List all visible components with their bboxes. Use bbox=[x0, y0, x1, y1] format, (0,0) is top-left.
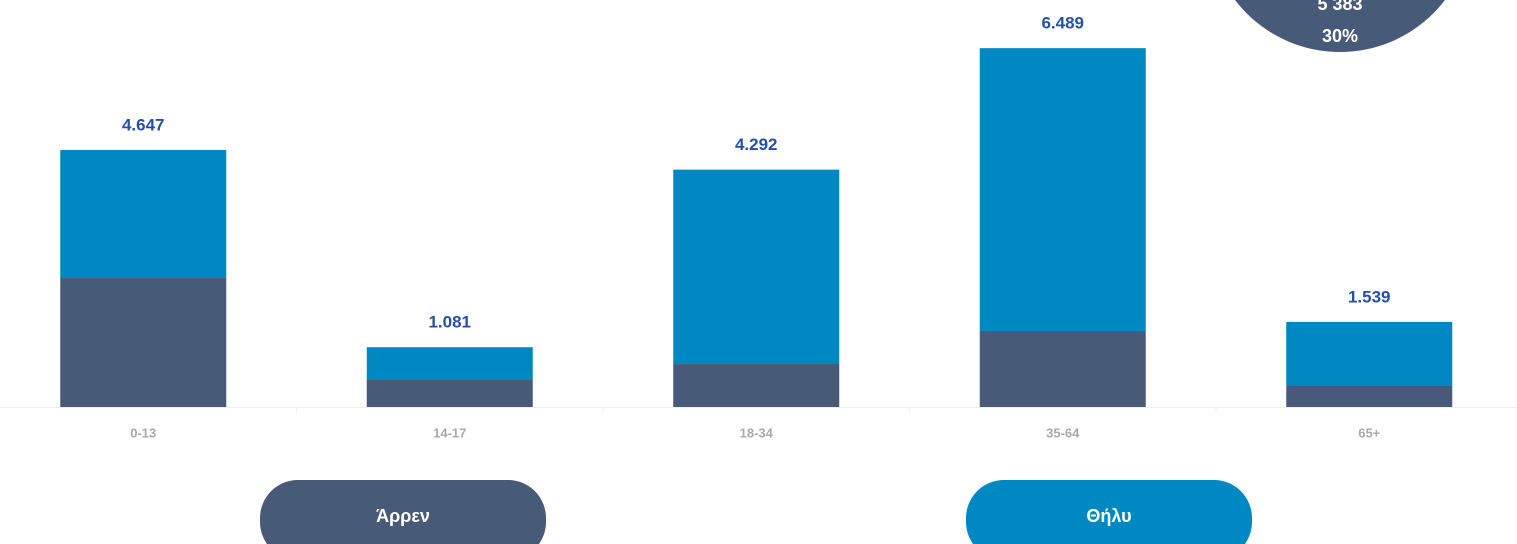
x-tick-label: 14-17 bbox=[433, 425, 466, 440]
x-tick-label: 65+ bbox=[1358, 425, 1380, 440]
bar-segment bbox=[366, 380, 533, 407]
annotation: 5 383 bbox=[1317, 0, 1362, 14]
total-label: 4.292 bbox=[735, 135, 778, 154]
bar-segment bbox=[673, 169, 840, 365]
bar-segment bbox=[1286, 321, 1453, 386]
bar-segment bbox=[1286, 385, 1453, 407]
legend-label: Θήλυ bbox=[1086, 506, 1131, 526]
bar-segment bbox=[366, 347, 533, 381]
legend-button[interactable] bbox=[966, 480, 1252, 544]
bar-segment bbox=[60, 278, 227, 407]
total-label: 1.539 bbox=[1348, 287, 1391, 306]
bar-segment bbox=[979, 48, 1146, 332]
bar-segment bbox=[673, 364, 840, 407]
total-label: 1.081 bbox=[428, 313, 471, 332]
total-label: 6.489 bbox=[1041, 14, 1084, 33]
total-label: 4.647 bbox=[122, 116, 165, 135]
bar-segment bbox=[979, 331, 1146, 407]
annotation: 30% bbox=[1322, 26, 1358, 46]
legend-label: Άρρεν bbox=[376, 506, 430, 526]
bar-segment bbox=[60, 150, 227, 279]
x-tick-label: 0-13 bbox=[130, 425, 156, 440]
x-tick-label: 35-64 bbox=[1046, 425, 1080, 440]
x-tick-label: 18-34 bbox=[740, 425, 774, 440]
legend-button[interactable] bbox=[260, 480, 546, 544]
summary-circle bbox=[1235, 0, 1445, 52]
